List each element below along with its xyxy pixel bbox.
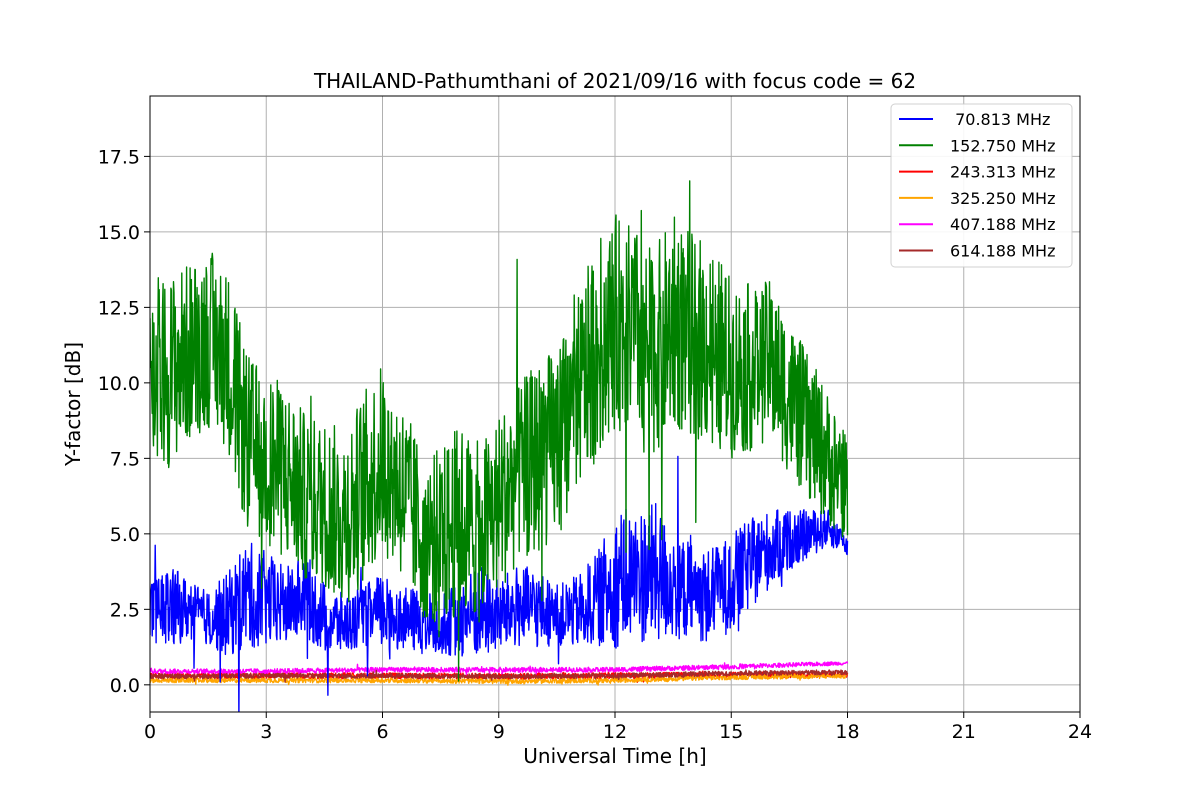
legend-box (890, 103, 1073, 268)
legend-label: 152.750 MHz (950, 136, 1055, 155)
x-tick-label: 21 (952, 721, 976, 743)
legend-label: 325.250 MHz (950, 189, 1055, 208)
y-tick-label: 17.5 (98, 146, 140, 168)
legend-label: 243.313 MHz (950, 163, 1055, 182)
x-tick-label: 3 (260, 721, 272, 743)
series-layer (150, 180, 849, 712)
y-tick-label: 5.0 (110, 524, 140, 546)
x-tick-label: 9 (493, 721, 505, 743)
x-axis: 0 3 6 9 12 15 18 21 24 (144, 712, 1092, 743)
legend-label: 70.813 MHz (950, 110, 1050, 129)
series-line (150, 455, 849, 712)
chart-title: THAILAND-Pathumthani of 2021/09/16 with … (313, 69, 916, 93)
y-axis-label: Y-factor [dB] (61, 342, 85, 467)
series-line (150, 661, 849, 676)
y-tick-label: 7.5 (110, 448, 140, 470)
y-tick-label: 15.0 (98, 222, 140, 244)
x-tick-label: 15 (719, 721, 743, 743)
y-tick-label: 2.5 (110, 599, 140, 621)
y-tick-label: 0.0 (110, 675, 140, 697)
series-line (150, 671, 849, 686)
y-tick-label: 10.0 (98, 373, 140, 395)
x-tick-label: 12 (603, 721, 627, 743)
legend-label: 407.188 MHz (950, 215, 1055, 234)
x-axis-label: Universal Time [h] (523, 744, 706, 768)
y-tick-label: 12.5 (98, 297, 140, 319)
x-tick-label: 0 (144, 721, 156, 743)
y-axis: 0.0 2.5 5.0 7.5 10.0 12.5 15.0 17.5 (98, 146, 150, 697)
x-tick-label: 24 (1068, 721, 1092, 743)
legend-label: 614.188 MHz (950, 242, 1055, 261)
series-line (150, 180, 849, 682)
legend: 70.813 MHz 152.750 MHz 243.313 MHz 325.250 … (890, 103, 1073, 268)
x-tick-label: 18 (835, 721, 859, 743)
series-line (150, 669, 848, 683)
x-tick-label: 6 (376, 721, 388, 743)
